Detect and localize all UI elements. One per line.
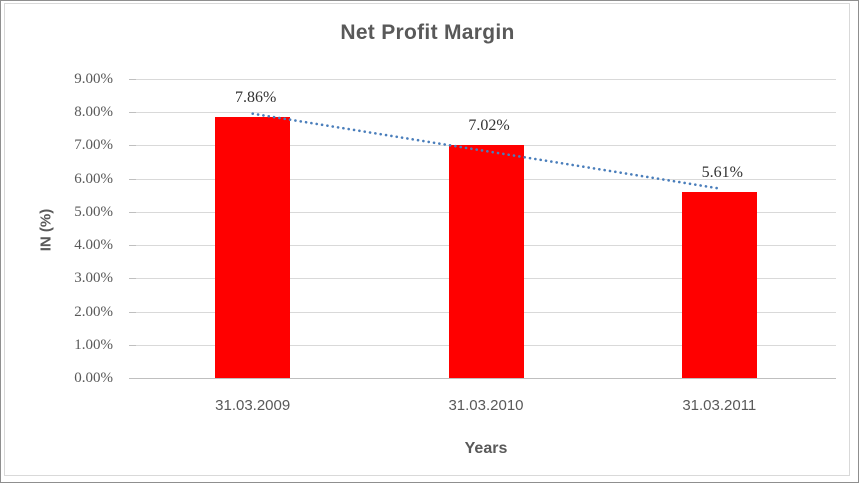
y-tick-label: 2.00%	[74, 303, 113, 320]
y-axis-tick	[129, 145, 136, 147]
x-category-label: 31.03.2010	[448, 397, 524, 414]
y-tick-label: 0.00%	[74, 370, 113, 386]
bar-value-label: 7.86%	[235, 88, 277, 106]
bar-31.03.2011	[681, 191, 757, 378]
y-tick-label: 9.00%	[74, 71, 113, 87]
x-axis-line	[136, 378, 836, 379]
y-tick-label: 4.00%	[74, 237, 113, 254]
chart-title: Net Profit Margin	[340, 21, 515, 44]
x-category-label: 31.03.2009	[215, 397, 291, 414]
y-axis-tick	[129, 344, 136, 346]
y-axis-title: IN (%)	[37, 208, 55, 252]
bar-value-label: 7.02%	[468, 116, 510, 134]
y-axis-tick	[129, 311, 136, 313]
y-axis-tick	[129, 378, 136, 379]
y-tick-label: 1.00%	[74, 336, 113, 353]
y-axis-tick	[129, 211, 136, 213]
y-tick-label: 7.00%	[74, 137, 113, 154]
y-axis-tick	[129, 79, 136, 80]
bar-value-label: 5.61%	[701, 163, 743, 181]
y-axis-tick	[129, 178, 136, 180]
y-tick-label: 6.00%	[74, 170, 113, 187]
y-tick-label: 3.00%	[74, 270, 113, 287]
bar-31.03.2010	[448, 144, 524, 378]
y-axis-tick	[129, 245, 136, 247]
y-axis-tick	[129, 112, 136, 114]
gridline	[136, 79, 836, 80]
x-axis-title: Years	[464, 440, 508, 457]
gridline	[136, 112, 836, 114]
bar-31.03.2009	[215, 116, 291, 378]
x-category-label: 31.03.2011	[682, 397, 757, 414]
y-tick-label: 8.00%	[74, 104, 113, 121]
y-tick-label: 5.00%	[74, 203, 113, 220]
y-axis-tick	[129, 278, 136, 280]
